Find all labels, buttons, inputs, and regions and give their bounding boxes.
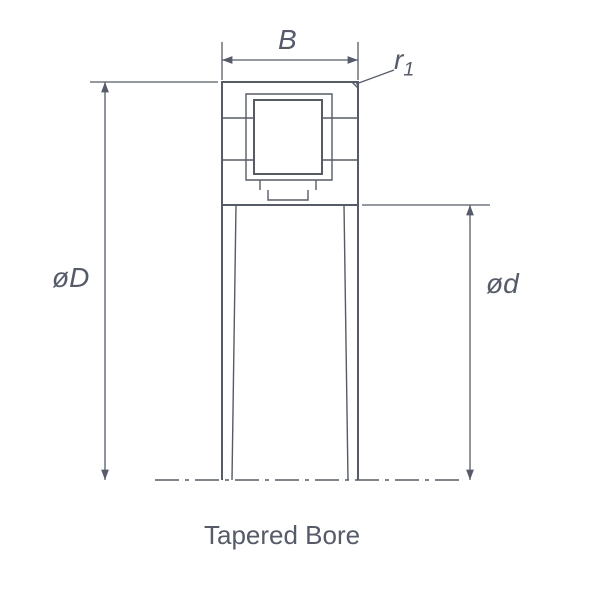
roller	[254, 100, 322, 174]
cage-outer	[246, 94, 332, 180]
bearing-diagram: B D d r1 Tapered Bore	[0, 0, 600, 600]
inner-hump	[268, 190, 308, 200]
label-D-text: D	[69, 262, 89, 293]
taper-left	[232, 205, 236, 480]
phi-symbol-D	[52, 262, 69, 293]
label-r-sub: 1	[403, 59, 414, 81]
diagram-svg	[0, 0, 600, 600]
label-B: B	[278, 24, 297, 56]
label-tapered-bore: Tapered Bore	[204, 520, 360, 551]
label-r-text: r	[394, 44, 403, 75]
taper-right	[344, 205, 348, 480]
label-d-inner: d	[486, 268, 519, 300]
cage-tabs	[260, 180, 316, 190]
label-r1: r1	[394, 44, 414, 82]
leader-r1	[356, 70, 394, 84]
label-D: D	[52, 262, 89, 294]
phi-symbol-d	[486, 268, 503, 299]
label-d-text: d	[503, 268, 519, 299]
